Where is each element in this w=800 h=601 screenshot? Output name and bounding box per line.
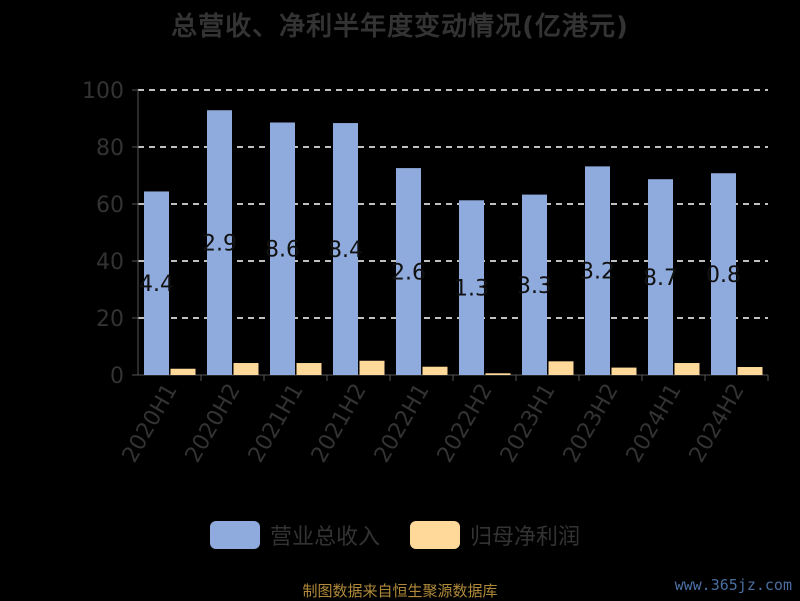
data-label: 0.8 — [706, 263, 741, 288]
legend-label-revenue: 营业总收入 — [270, 525, 381, 550]
data-label: 4.4 — [139, 272, 174, 297]
legend-swatch-revenue — [210, 521, 260, 549]
bar-revenue — [522, 194, 547, 375]
legend-item-net-profit[interactable]: 归母净利润 — [410, 518, 580, 552]
y-tick-label: 0 — [110, 364, 124, 389]
x-tick-label: 2024H2 — [685, 380, 750, 467]
y-tick-label: 40 — [96, 250, 124, 275]
x-tick-label: 2021H2 — [307, 380, 372, 467]
chart-title: 总营收、净利半年度变动情况(亿港元) — [171, 12, 629, 42]
y-tick-label: 80 — [96, 136, 124, 161]
bar-revenue — [459, 200, 484, 375]
bar-net-profit — [548, 361, 574, 375]
source-note: 制图数据来自恒生聚源数据库 — [302, 582, 498, 600]
bar-net-profit — [737, 367, 763, 375]
bar-net-profit — [485, 373, 511, 375]
data-labels: 4.4 2.9 8.6 8.4 2.6 1.3 3.3 3.2 8.7 0.8 — [139, 232, 741, 302]
data-label: 1.3 — [454, 277, 489, 302]
x-tick-label: 2023H2 — [559, 380, 624, 467]
data-label: 8.7 — [643, 266, 678, 291]
bar-net-profit — [674, 363, 700, 375]
x-tick-label: 2022H1 — [370, 380, 435, 467]
x-tick-label: 2020H2 — [181, 380, 246, 467]
data-label: 3.3 — [517, 274, 552, 299]
x-tick-label: 2022H2 — [433, 380, 498, 467]
x-tick-label: 2021H1 — [244, 380, 309, 467]
y-tick-label: 60 — [96, 193, 124, 218]
bar-net-profit — [296, 363, 322, 375]
bar-revenue — [711, 173, 736, 375]
x-tick-label: 2024H1 — [622, 380, 687, 467]
y-tick-label: 100 — [82, 79, 124, 104]
bar-net-profit — [611, 367, 637, 375]
bar-revenue — [270, 122, 295, 376]
data-label: 8.4 — [328, 238, 363, 263]
data-label: 3.2 — [580, 260, 615, 285]
data-label: 2.9 — [202, 232, 237, 257]
bar-revenue — [648, 179, 673, 375]
data-label: 8.6 — [265, 238, 300, 263]
legend: 营业总收入 归母净利润 — [0, 518, 800, 552]
bar-net-profit — [359, 360, 385, 375]
bars — [144, 110, 763, 376]
bar-revenue — [207, 110, 232, 376]
bar-revenue — [396, 168, 421, 375]
legend-label-net-profit: 归母净利润 — [470, 525, 581, 550]
legend-item-revenue[interactable]: 营业总收入 — [210, 518, 380, 552]
watermark: www.365jz.com — [674, 576, 792, 594]
bar-net-profit — [233, 363, 259, 375]
bar-revenue — [144, 191, 169, 375]
bar-net-profit — [170, 368, 196, 375]
bar-net-profit — [422, 366, 448, 375]
legend-swatch-net-profit — [410, 521, 460, 549]
x-tick-label: 2020H1 — [118, 380, 183, 467]
x-tick-label: 2023H1 — [496, 380, 561, 467]
bar-revenue — [585, 166, 610, 375]
data-label: 2.6 — [391, 261, 426, 286]
gridlines — [138, 89, 768, 319]
y-tick-label: 20 — [96, 307, 124, 332]
bar-revenue — [333, 123, 358, 375]
